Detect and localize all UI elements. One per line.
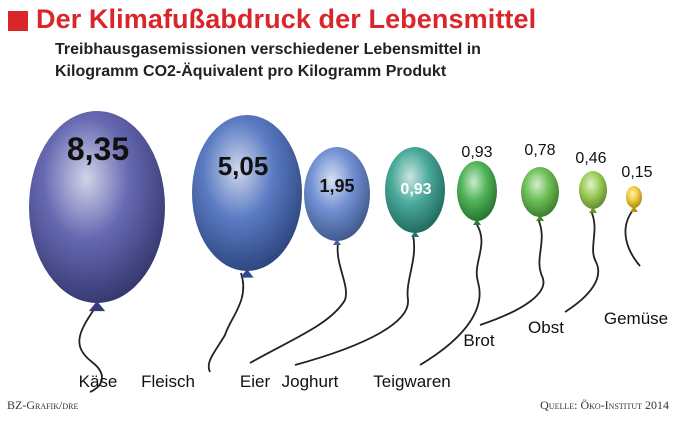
balloon-gemuese: [626, 186, 642, 208]
category-label: Gemüse: [604, 309, 668, 328]
balloon-knot-teigwaren: [473, 219, 481, 225]
balloon-knot-brot: [536, 215, 544, 221]
balloon-eier: [304, 147, 370, 241]
balloons: [29, 111, 642, 312]
balloon-knot-kaese: [88, 301, 106, 312]
balloon-teigwaren: [457, 161, 497, 221]
value-label-kaese: 8,35: [67, 131, 129, 167]
balloon-string-teigwaren: [419, 222, 483, 366]
value-label-obst: 0,46: [575, 150, 606, 167]
balloon-joghurt: [385, 147, 445, 233]
subtitle-line-2: Kilogramm CO2-Äquivalent pro Kilogramm P…: [55, 63, 447, 80]
balloon-brot: [521, 167, 559, 217]
balloon-obst: [579, 171, 607, 209]
category-label: Fleisch: [141, 372, 195, 391]
balloon-string-eier: [249, 242, 347, 364]
balloon-string-fleisch: [207, 272, 245, 373]
category-label: Teigwaren: [373, 372, 451, 391]
category-labels: Käse Fleisch Eier Joghurt Teigwaren Brot Obst G…: [79, 309, 669, 391]
balloon-knot-eier: [333, 239, 341, 245]
category-label: Eier: [240, 372, 271, 391]
footer-credit: BZ-Grafik/dre: [7, 398, 79, 412]
value-label-fleisch: 5,05: [218, 151, 269, 181]
category-label: Joghurt: [282, 372, 339, 391]
balloon-string-brot: [479, 218, 545, 326]
balloon-knot-obst: [589, 207, 597, 213]
balloon-string-kaese: [78, 304, 103, 393]
page-title: Der Klimafußabdruck der Lebensmittel: [36, 4, 537, 34]
balloon-string-obst: [564, 210, 600, 313]
value-label-joghurt: 0,93: [400, 181, 431, 198]
value-label-brot: 0,78: [524, 142, 555, 159]
title-marker: [8, 11, 28, 31]
category-label: Obst: [528, 318, 564, 337]
value-label-eier: 1,95: [319, 176, 354, 196]
balloon-knot-fleisch: [240, 269, 254, 278]
balloon-strings: [78, 209, 641, 393]
value-labels: 8,35 5,05 1,95 0,93 0,93 0,78 0,46 0,15: [67, 131, 653, 198]
balloon-string-joghurt: [294, 234, 415, 366]
value-label-gemuese: 0,15: [621, 164, 652, 181]
value-label-teigwaren: 0,93: [461, 144, 492, 161]
category-label: Käse: [79, 372, 118, 391]
category-label: Brot: [463, 331, 494, 350]
balloon-knot-joghurt: [411, 231, 419, 237]
balloon-fleisch: [192, 115, 302, 271]
balloon-knot-gemuese: [630, 206, 638, 212]
balloon-string-gemuese: [624, 209, 641, 267]
balloon-kaese: [29, 111, 165, 303]
subtitle-line-1: Treibhausgasemissionen verschiedener Leb…: [55, 41, 481, 58]
footer-source: Quelle: Öko-Institut 2014: [540, 398, 669, 412]
